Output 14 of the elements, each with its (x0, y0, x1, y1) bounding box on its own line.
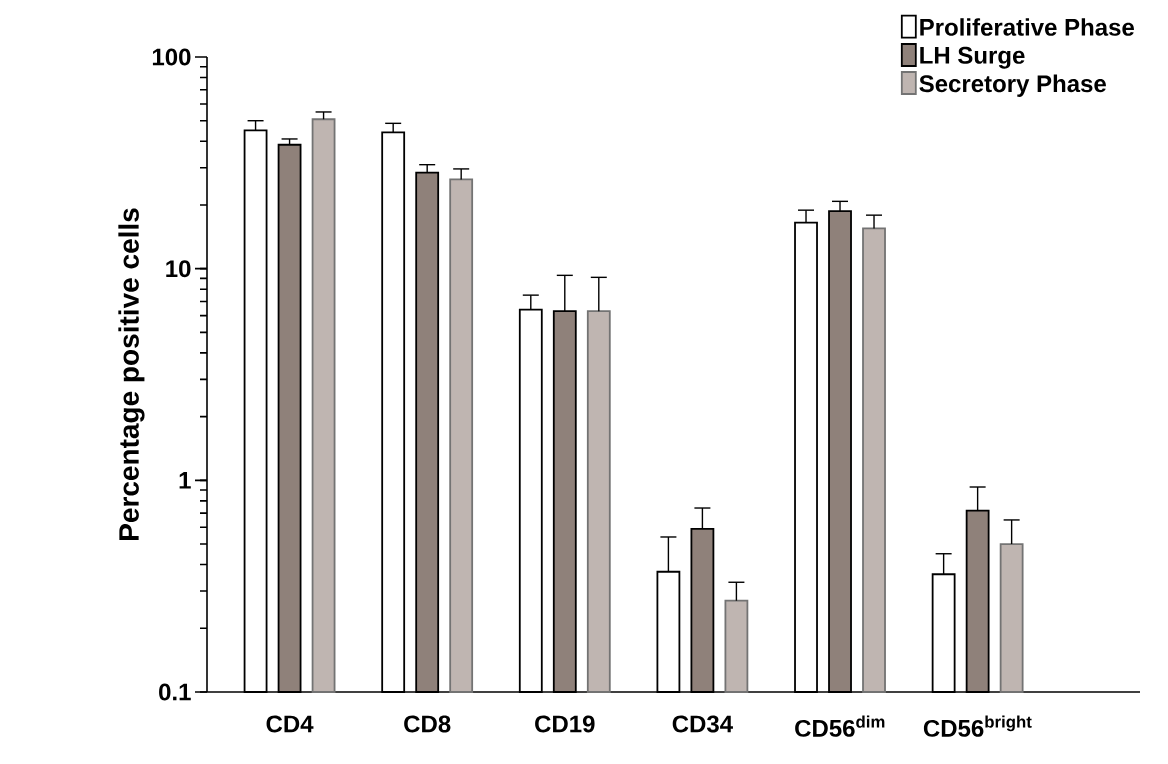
x-tick-label: CD56$^{bright}$ (923, 715, 1032, 737)
y-axis-title: Percentage positive cells (118, 208, 145, 540)
x-tick-label: CD19 (535, 715, 595, 733)
x-tick-label: CD8 (404, 715, 451, 733)
y-tick-label: 0.1 (159, 683, 191, 701)
x-tick-label: CD56$^{dim}$ (795, 715, 885, 737)
x-tick-label: CD34 (672, 715, 733, 733)
x-tick-label: CD4 (266, 715, 314, 733)
y-tick-label: 100 (152, 48, 191, 66)
legend-label: Secretory Phase (919, 74, 1106, 97)
legend-label: LH Surge (920, 46, 1025, 69)
legend-label: Proliferative Phase (920, 18, 1134, 36)
y-tick-label: 1 (179, 472, 191, 489)
y-tick-label: 10 (166, 260, 191, 278)
